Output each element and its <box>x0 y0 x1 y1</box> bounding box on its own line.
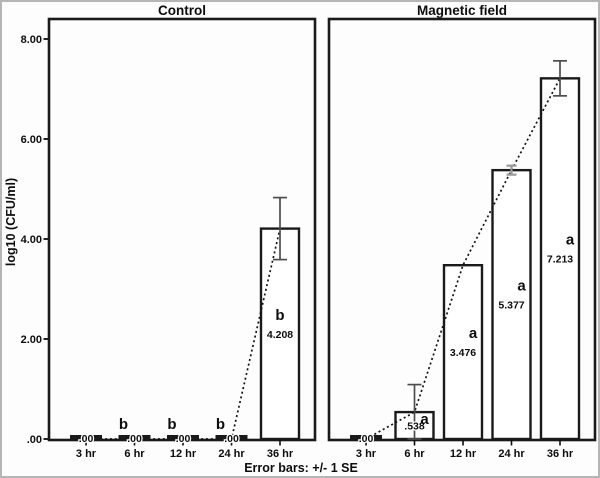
zero-bar <box>167 435 199 440</box>
bar-value-label: .00 <box>359 433 374 445</box>
y-axis-tick-label: .00 <box>27 434 42 446</box>
zero-bar <box>118 435 151 440</box>
bar-value-label: .538 <box>404 421 425 433</box>
bar-value-label: 3.476 <box>450 347 476 359</box>
y-axis-tick-label: 4.00 <box>21 234 42 246</box>
bar <box>442 264 484 441</box>
error-bars-caption: Error bars: +/- 1 SE <box>244 461 358 475</box>
significance-letter: a <box>566 232 575 249</box>
panel-title-magnetic-field: Magnetic field <box>417 3 507 18</box>
x-axis-tick-label: 6 hr <box>124 448 145 460</box>
trend-line <box>365 77 561 440</box>
y-axis-tick-label: 8.00 <box>21 34 42 46</box>
significance-letter: b <box>167 416 176 433</box>
bar-value-label: 4.208 <box>267 329 293 341</box>
y-axis-tick-label: 2.00 <box>21 334 42 346</box>
x-axis-tick-label: 24 hr <box>218 448 245 460</box>
x-axis-tick-label: 3 hr <box>76 448 97 460</box>
bar-value-label: 7.213 <box>547 254 573 266</box>
x-axis-tick-label: 24 hr <box>498 448 525 460</box>
x-axis-tick-label: 36 hr <box>267 448 294 460</box>
y-axis-title: log10 (CFU/ml) <box>4 178 18 266</box>
bar-value-label: .00 <box>224 433 239 445</box>
significance-letter: a <box>420 411 429 428</box>
y-axis-tick-label: 6.00 <box>21 134 42 146</box>
bar-value-label: .00 <box>127 433 142 445</box>
zero-bar <box>350 435 382 440</box>
x-axis-tick-label: 12 hr <box>170 448 197 460</box>
significance-letter: b <box>216 416 225 433</box>
bar-value-label: .00 <box>79 433 94 445</box>
x-axis-tick-label: 36 hr <box>547 448 574 460</box>
zero-bar <box>70 435 102 440</box>
zero-bar <box>215 435 248 440</box>
x-axis-tick-label: 12 hr <box>450 448 477 460</box>
significance-letter: a <box>517 278 526 295</box>
significance-letter: b <box>275 307 284 324</box>
x-axis-tick-label: 6 hr <box>404 448 425 460</box>
significance-letter: b <box>119 416 128 433</box>
panel-title-control: Control <box>158 3 206 18</box>
bar <box>491 168 532 441</box>
trend-line <box>86 228 281 440</box>
panel-frame <box>47 17 317 442</box>
significance-letter: a <box>469 325 478 342</box>
bar-value-label: .00 <box>176 433 191 445</box>
x-axis-tick-label: 3 hr <box>356 448 377 460</box>
bar-value-label: 5.377 <box>498 300 524 312</box>
